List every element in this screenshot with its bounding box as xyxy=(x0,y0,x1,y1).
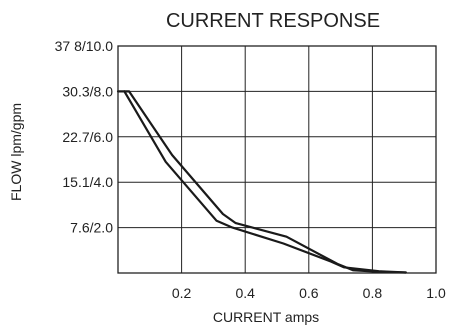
x-tick-label-0: 0.2 xyxy=(172,285,192,301)
series-line-1 xyxy=(123,90,407,274)
y-tick-label-4: 37 8/10.0 xyxy=(55,38,114,54)
y-tick-label-2: 22.7/6.0 xyxy=(62,129,113,145)
y-axis-label: FLOW lpm/gpm xyxy=(8,103,24,201)
series-line-0 xyxy=(116,90,407,274)
y-tick-label-1: 15.1/4.0 xyxy=(62,174,113,190)
chart-title: CURRENT RESPONSE xyxy=(166,10,380,32)
x-axis-label: CURRENT amps xyxy=(213,309,319,325)
y-tick-label-3: 30.3/8.0 xyxy=(62,83,113,99)
x-tick-label-1: 0.4 xyxy=(235,285,255,301)
series-curves xyxy=(116,90,407,274)
x-tick-label-4: 1.0 xyxy=(426,285,446,301)
x-tick-label-2: 0.6 xyxy=(299,285,319,301)
y-tick-label-0: 7.6/2.0 xyxy=(70,220,113,236)
x-tick-label-3: 0.8 xyxy=(363,285,383,301)
y-tick-labels: 7.6/2.0 15.1/4.0 22.7/6.0 30.3/8.0 37 8/10.0 xyxy=(55,38,114,236)
x-tick-labels: 0.2 0.4 0.6 0.8 1.0 xyxy=(172,285,446,301)
grid-lines xyxy=(118,46,436,273)
plot-frame xyxy=(117,45,437,274)
